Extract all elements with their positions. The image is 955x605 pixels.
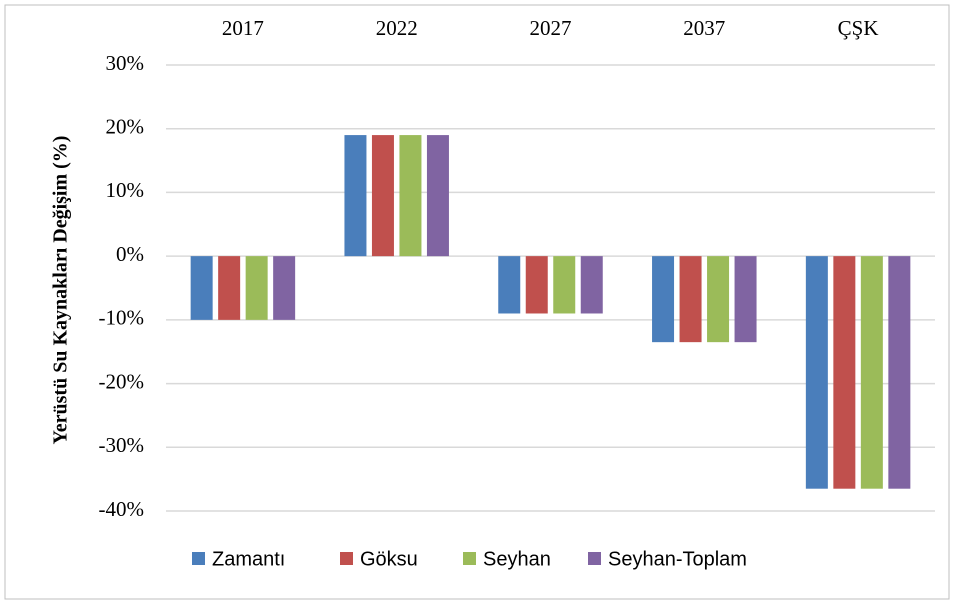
- bar: [833, 256, 856, 489]
- bar: [344, 135, 367, 257]
- y-axis-label: Yerüstü Su Kaynakları Değişim (%): [50, 136, 72, 445]
- chart-border: [4, 4, 950, 600]
- bar: [399, 135, 422, 257]
- bar: [652, 256, 675, 343]
- bar: [860, 256, 883, 489]
- bar: [498, 256, 521, 314]
- y-tick-label: -20%: [99, 369, 145, 393]
- y-tick-label: -40%: [99, 497, 145, 521]
- legend-label: Göksu: [360, 548, 418, 570]
- bar: [273, 256, 296, 320]
- y-tick-label: 10%: [106, 178, 145, 202]
- legend-swatch: [192, 552, 205, 565]
- bar: [734, 256, 757, 343]
- legend-swatch: [340, 552, 353, 565]
- legend-swatch: [463, 552, 476, 565]
- bar: [218, 256, 241, 320]
- legend-label: Seyhan: [483, 548, 551, 570]
- bar: [371, 135, 394, 257]
- y-tick-label: 30%: [106, 51, 145, 75]
- y-tick-label: 0%: [116, 242, 144, 266]
- x-tick-label: 2037: [683, 16, 725, 40]
- bar: [679, 256, 702, 343]
- legend-label: Seyhan-Toplam: [608, 548, 747, 570]
- x-tick-label: 2022: [376, 16, 418, 40]
- legend-swatch: [588, 552, 601, 565]
- bar: [190, 256, 213, 320]
- bar: [245, 256, 268, 320]
- bar: [888, 256, 911, 489]
- bar: [426, 135, 449, 257]
- x-tick-label: ÇŞK: [838, 16, 879, 40]
- y-tick-label: -10%: [99, 306, 145, 330]
- bar: [805, 256, 828, 489]
- y-tick-label: -30%: [99, 433, 145, 457]
- bar: [553, 256, 576, 314]
- x-tick-label: 2027: [530, 16, 572, 40]
- bar: [525, 256, 548, 314]
- bar: [707, 256, 730, 343]
- legend-label: Zamantı: [212, 548, 285, 570]
- bar: [580, 256, 603, 314]
- y-tick-label: 20%: [106, 115, 145, 139]
- x-tick-label: 2017: [222, 16, 264, 40]
